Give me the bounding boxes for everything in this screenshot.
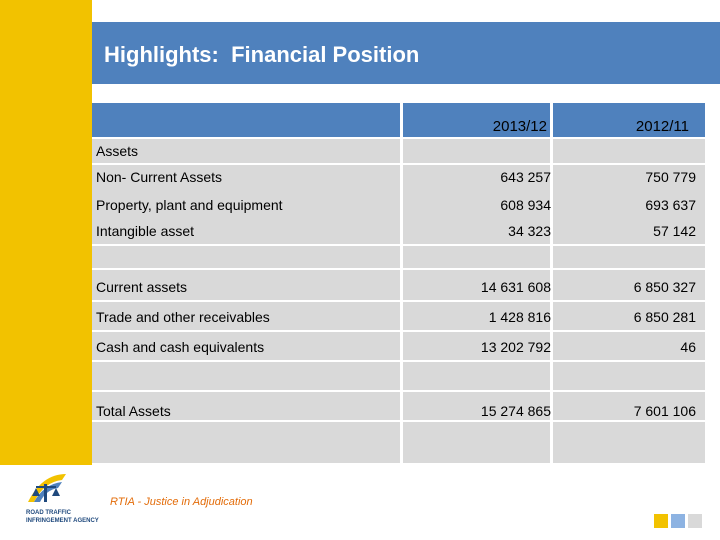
row-label-trade-receivables: Trade and other receivables [96,309,270,325]
footer-tagline: RTIA - Justice in Adjudication [110,496,253,508]
row-label-property-plant-equipment: Property, plant and equipment [96,197,283,213]
column-header-2013-12: 2013/12 [492,118,547,135]
value-2012-ppe: 693 637 [645,197,696,213]
row-label-non-current-assets: Non- Current Assets [96,169,223,185]
row-divider [92,268,705,270]
slide-title: Highlights: Financial Position [104,42,420,67]
logo-text-line1: ROAD TRAFFIC [26,510,72,516]
value-2013-total: 15 274 865 [480,403,551,419]
table-header-row [92,103,705,137]
value-2012-non-current: 750 779 [645,169,696,185]
value-2012-cash: 46 [680,339,696,355]
row-label-assets: Assets [96,143,139,159]
column-divider [550,103,553,463]
row-label-total-assets: Total Assets [96,403,171,419]
column-divider [400,103,403,463]
value-2013-current-assets: 14 631 608 [480,279,551,295]
row-divider [92,420,705,422]
row-divider [92,163,705,165]
row-label-intangible-asset: Intangible asset [96,223,195,239]
yellow-side-bar [0,0,92,465]
decorative-square-blue [671,514,685,528]
value-2013-trade-receivables: 1 428 816 [488,309,551,325]
column-header-2012-11: 2012/11 [635,118,689,135]
row-divider [92,390,705,392]
row-divider [92,330,705,332]
value-2013-intangible: 34 323 [508,223,551,239]
decorative-square-yellow [654,514,668,528]
value-2013-cash: 13 202 792 [480,339,551,355]
row-divider [92,137,705,139]
value-2013-ppe: 608 934 [500,197,551,213]
row-divider [92,360,705,362]
row-divider [92,244,705,246]
value-2013-non-current: 643 257 [500,169,551,185]
rtia-logo: ROAD TRAFFIC INFRINGEMENT AGENCY [22,470,102,532]
logo-text-line2: INFRINGEMENT AGENCY [26,518,99,524]
value-2012-total: 7 601 106 [633,403,696,419]
value-2012-intangible: 57 142 [653,223,696,239]
row-label-cash-equivalents: Cash and cash equivalents [96,339,265,355]
title-banner: Highlights: Financial Position [92,22,720,84]
row-divider [92,300,705,302]
value-2012-trade-receivables: 6 850 281 [633,309,696,325]
row-label-current-assets: Current assets [96,279,188,295]
decorative-square-grey [688,514,702,528]
value-2012-current-assets: 6 850 327 [633,279,696,295]
